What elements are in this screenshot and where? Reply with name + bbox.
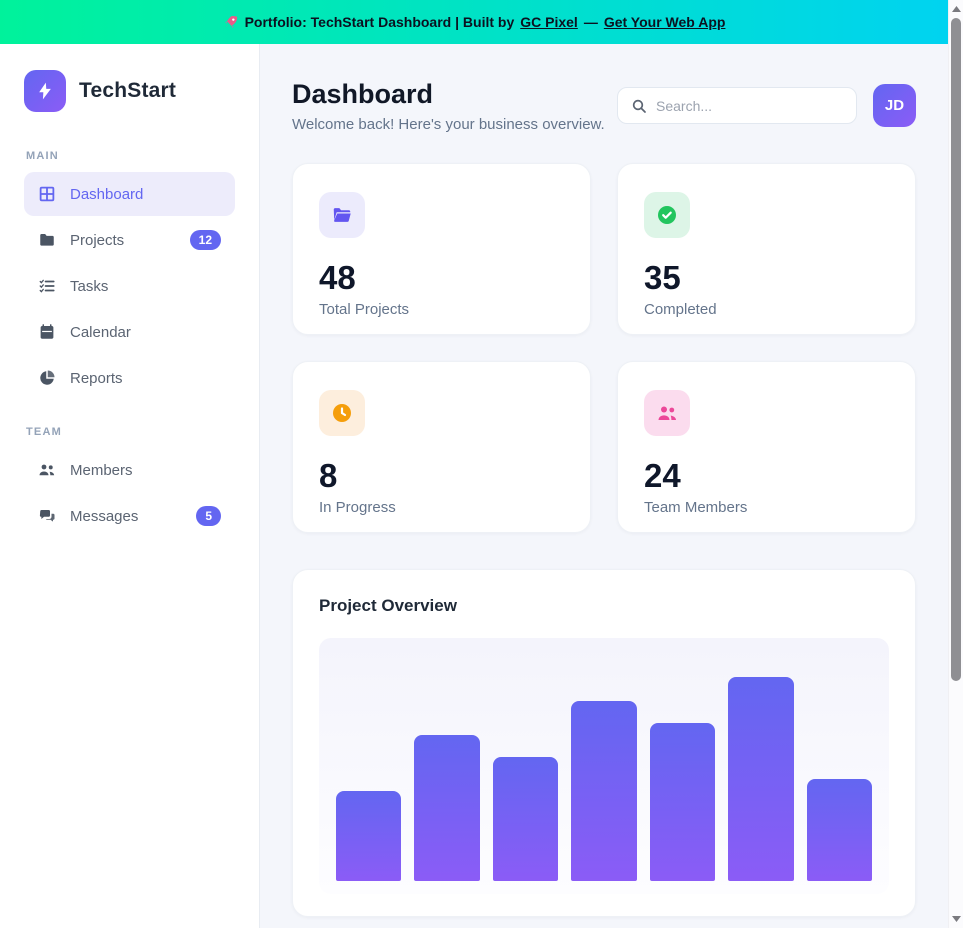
user-avatar[interactable]: JD [873, 84, 916, 127]
sidebar-item-tasks[interactable]: Tasks [24, 264, 235, 308]
stat-value: 48 [319, 258, 356, 296]
sidebar: TechStart MAIN Dashboard Projects 12 [0, 44, 260, 928]
sidebar-item-label: Dashboard [70, 185, 144, 203]
clock-icon [319, 389, 365, 436]
banner-author-link[interactable]: GC Pixel [520, 14, 578, 30]
chart-bar [806, 778, 872, 881]
nav-section-main: MAIN Dashboard Projects 12 Tasks [24, 150, 235, 400]
banner-separator: — [583, 14, 598, 30]
stat-card-total-projects: 48 Total Projects [292, 162, 591, 335]
brand-logo [24, 70, 66, 112]
people-icon [38, 461, 56, 479]
search-box[interactable] [617, 87, 857, 124]
sidebar-item-label: Projects [70, 231, 125, 249]
sidebar-item-label: Messages [70, 507, 139, 525]
sidebar-item-label: Calendar [70, 323, 131, 341]
page-subtitle: Welcome back! Here's your business overv… [292, 115, 605, 133]
banner-cta-link[interactable]: Get Your Web App [603, 14, 726, 30]
nav-section-label: TEAM [26, 426, 62, 438]
stat-value: 35 [644, 258, 681, 296]
sidebar-item-dashboard[interactable]: Dashboard [24, 172, 235, 216]
sidebar-item-reports[interactable]: Reports [24, 356, 235, 400]
pie-chart-icon [38, 369, 56, 387]
bar-chart [319, 637, 889, 894]
stat-label: Total Projects [319, 300, 410, 318]
sidebar-item-label: Reports [70, 369, 123, 387]
stat-value: 8 [319, 456, 338, 494]
calendar-icon [38, 323, 56, 341]
stat-label: Completed [644, 300, 717, 318]
check-circle-icon [644, 191, 690, 238]
scrollbar-thumb[interactable] [951, 18, 961, 681]
page-header: Dashboard Welcome back! Here's your busi… [292, 79, 916, 133]
lightning-bolt-icon [35, 81, 55, 101]
chart-title: Project Overview [319, 595, 457, 615]
brand-name: TechStart [79, 79, 177, 102]
scroll-up-arrow-icon[interactable] [949, 2, 963, 16]
nav-section-team: TEAM Members Messages 5 [24, 426, 235, 538]
stat-label: In Progress [319, 498, 396, 516]
stat-card-completed: 35 Completed [617, 162, 916, 335]
folder-icon [38, 231, 56, 249]
promo-banner: Portfolio: TechStart Dashboard | Built b… [0, 0, 948, 44]
search-input[interactable] [656, 97, 843, 114]
stat-card-in-progress: 8 In Progress [292, 360, 591, 533]
stats-grid: 48 Total Projects 35 Completed 8 In Prog… [292, 162, 916, 533]
chart-bar [649, 722, 716, 881]
rocket-icon [223, 14, 239, 30]
messages-count-badge: 5 [196, 506, 221, 526]
chart-bar [336, 790, 402, 881]
sidebar-item-messages[interactable]: Messages 5 [24, 494, 235, 538]
sidebar-item-label: Members [70, 461, 133, 479]
people-icon [644, 389, 690, 436]
grid-icon [38, 185, 56, 203]
chart-bar [728, 676, 794, 881]
banner-text: Portfolio: TechStart Dashboard | Built b… [244, 14, 515, 30]
nav-section-label: MAIN [26, 150, 59, 162]
scroll-down-arrow-icon[interactable] [949, 912, 963, 926]
chat-bubbles-icon [38, 507, 56, 525]
sidebar-item-calendar[interactable]: Calendar [24, 310, 235, 354]
folder-icon [319, 191, 365, 238]
project-overview-card: Project Overview [292, 568, 916, 917]
sidebar-item-projects[interactable]: Projects 12 [24, 218, 235, 262]
sidebar-item-members[interactable]: Members [24, 448, 235, 492]
vertical-scrollbar[interactable] [948, 0, 963, 928]
chart-bar [492, 756, 559, 881]
sidebar-item-label: Tasks [70, 277, 109, 295]
stat-value: 24 [644, 456, 681, 494]
chart-bar [414, 734, 480, 881]
projects-count-badge: 12 [189, 230, 221, 250]
chart-bar [571, 700, 637, 881]
stat-card-team-members: 24 Team Members [617, 360, 916, 533]
search-icon [631, 98, 647, 114]
page-title: Dashboard [292, 79, 434, 109]
brand: TechStart [24, 70, 235, 112]
checklist-icon [38, 277, 56, 295]
main-content: Dashboard Welcome back! Here's your busi… [260, 44, 948, 928]
stat-label: Team Members [644, 498, 748, 516]
